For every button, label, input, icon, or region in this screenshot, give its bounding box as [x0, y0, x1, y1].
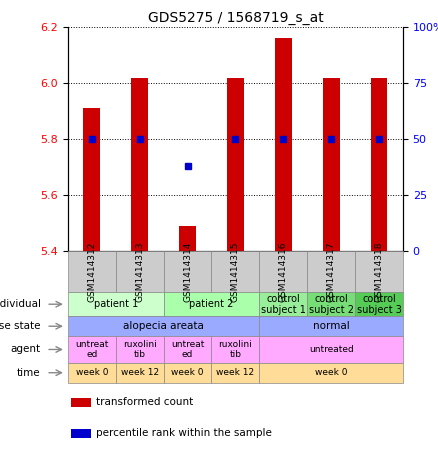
Bar	[164, 292, 259, 316]
Bar	[71, 429, 92, 438]
Bar	[259, 251, 307, 292]
Text: untreat
ed: untreat ed	[171, 340, 204, 359]
Text: GSM1414318: GSM1414318	[374, 241, 384, 302]
Text: GSM1414314: GSM1414314	[183, 241, 192, 302]
Text: untreat
ed: untreat ed	[75, 340, 109, 359]
Text: disease state: disease state	[0, 321, 41, 331]
Text: patient 2: patient 2	[189, 299, 234, 309]
Bar	[116, 251, 164, 292]
Text: ruxolini
tib: ruxolini tib	[123, 340, 156, 359]
Bar	[259, 363, 403, 383]
Bar	[68, 363, 116, 383]
Text: GSM1414317: GSM1414317	[327, 241, 336, 302]
Bar	[131, 77, 148, 251]
Bar	[259, 316, 403, 336]
Text: alopecia areata: alopecia areata	[123, 321, 204, 331]
Text: GSM1414313: GSM1414313	[135, 241, 144, 302]
Text: control
subject 1: control subject 1	[261, 294, 306, 315]
Text: transformed count: transformed count	[96, 397, 194, 407]
Text: ruxolini
tib: ruxolini tib	[219, 340, 252, 359]
Text: week 12: week 12	[216, 368, 254, 377]
Text: normal: normal	[313, 321, 350, 331]
Bar	[307, 251, 355, 292]
Bar	[179, 226, 196, 251]
Bar	[323, 77, 339, 251]
Bar	[68, 336, 116, 363]
Bar	[164, 251, 212, 292]
Bar	[164, 336, 212, 363]
Bar	[68, 251, 116, 292]
Title: GDS5275 / 1568719_s_at: GDS5275 / 1568719_s_at	[148, 11, 323, 25]
Bar	[355, 251, 403, 292]
Bar	[307, 292, 355, 316]
Text: control
subject 2: control subject 2	[309, 294, 353, 315]
Text: untreated: untreated	[309, 345, 353, 354]
Bar	[355, 292, 403, 316]
Bar	[71, 398, 92, 407]
Bar	[68, 316, 259, 336]
Text: patient 1: patient 1	[94, 299, 138, 309]
Bar	[164, 363, 212, 383]
Bar	[212, 251, 259, 292]
Bar	[371, 77, 387, 251]
Text: week 12: week 12	[120, 368, 159, 377]
Bar	[227, 77, 244, 251]
Text: individual: individual	[0, 299, 41, 309]
Text: GSM1414315: GSM1414315	[231, 241, 240, 302]
Bar	[212, 336, 259, 363]
Text: agent: agent	[11, 344, 41, 354]
Bar	[259, 336, 403, 363]
Text: GSM1414316: GSM1414316	[279, 241, 288, 302]
Bar	[68, 292, 164, 316]
Text: percentile rank within the sample: percentile rank within the sample	[96, 429, 272, 439]
Text: time: time	[17, 368, 41, 378]
Bar	[275, 39, 292, 251]
Text: control
subject 3: control subject 3	[357, 294, 402, 315]
Bar	[212, 363, 259, 383]
Bar	[116, 336, 164, 363]
Bar	[116, 363, 164, 383]
Text: week 0: week 0	[76, 368, 108, 377]
Text: week 0: week 0	[171, 368, 204, 377]
Bar	[259, 292, 307, 316]
Bar	[84, 108, 100, 251]
Text: GSM1414312: GSM1414312	[87, 241, 96, 302]
Text: week 0: week 0	[315, 368, 347, 377]
